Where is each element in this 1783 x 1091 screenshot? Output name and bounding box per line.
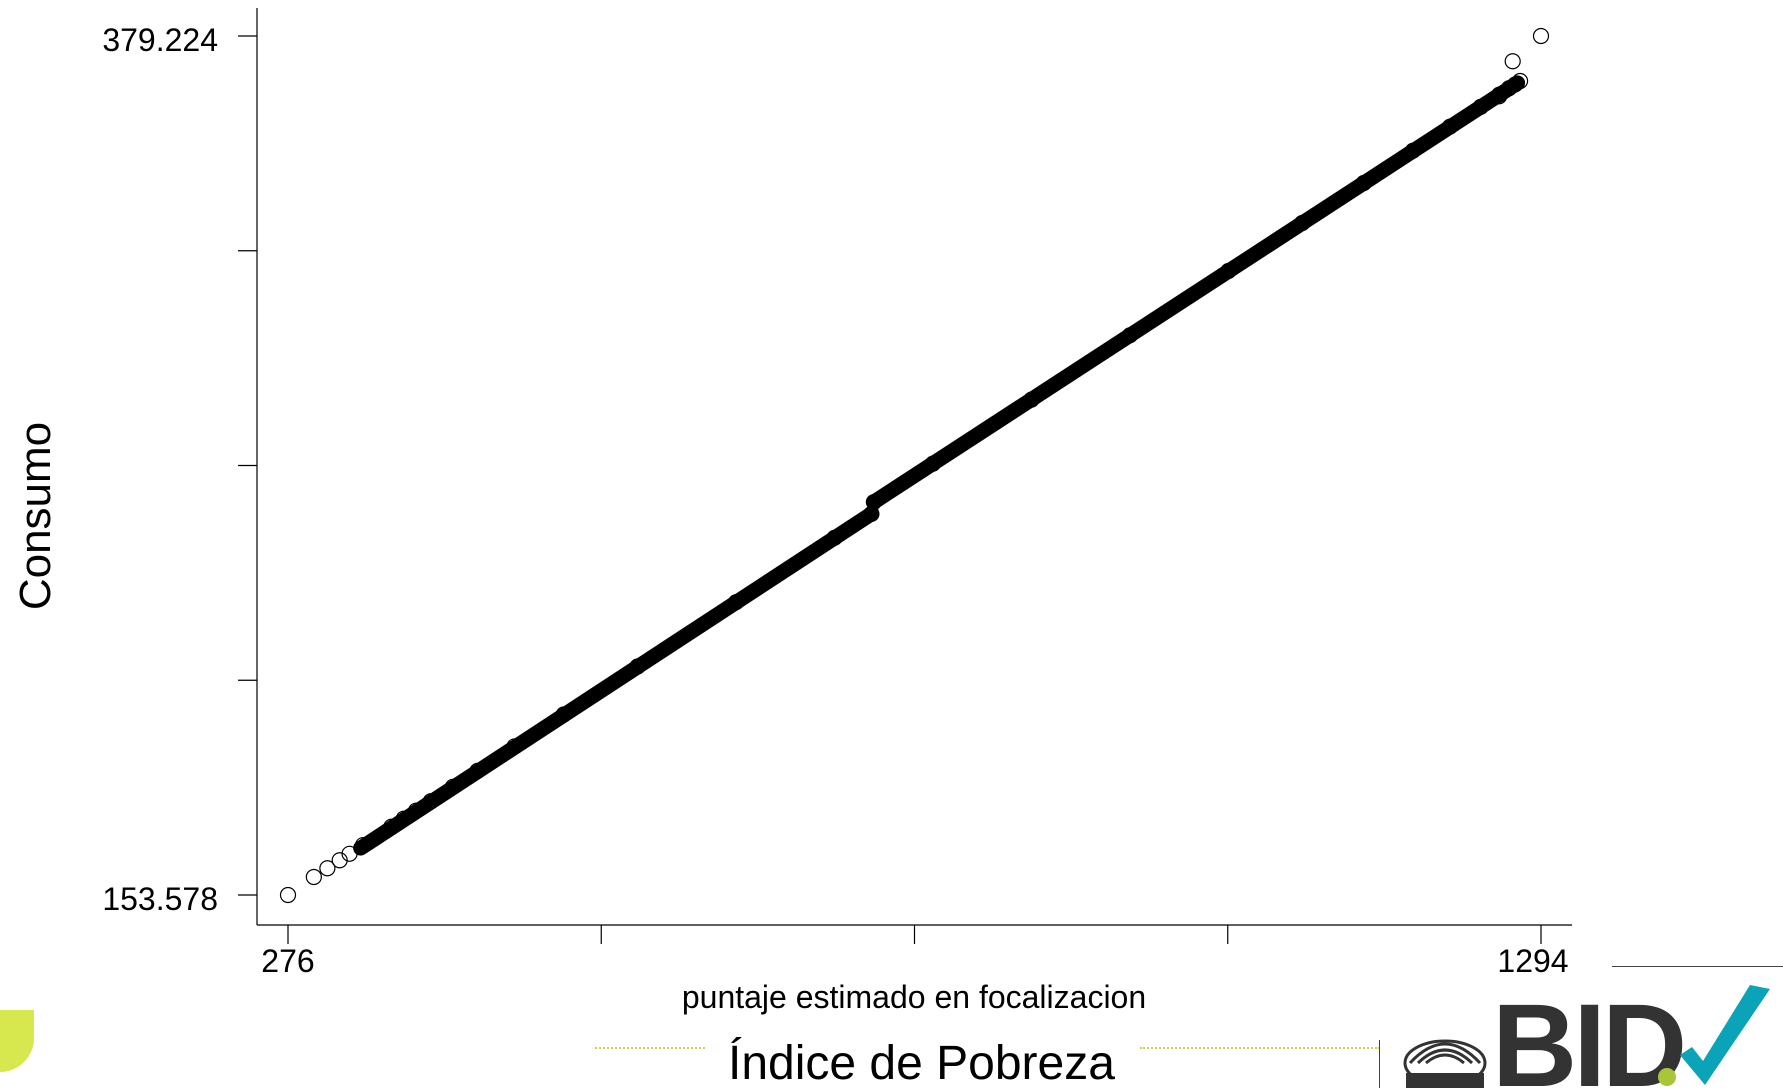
y-tick-label-bottom: 153.578: [102, 881, 218, 917]
scatter-point: [506, 738, 523, 755]
scatter-point: [383, 818, 400, 835]
scatter-point: [407, 802, 425, 819]
data-points: [279, 27, 1550, 904]
logo-wordmark: BID: [1492, 985, 1683, 1088]
scatter-point: [555, 706, 572, 723]
dotted-divider-right: [1140, 1047, 1380, 1049]
dense-band-segment: [866, 75, 1526, 510]
scatter-point: [341, 845, 358, 862]
logo-emblem-icon: [1403, 1039, 1487, 1088]
scatter-point: [826, 529, 843, 546]
dense-band-segment: [353, 506, 879, 856]
x-tick-label-left: 276: [261, 943, 314, 979]
scatter-point: [1023, 391, 1040, 408]
logo-divider: [1379, 1040, 1380, 1088]
scatter-point: [727, 594, 745, 611]
scatter-point: [331, 852, 348, 869]
scatter-point: [1441, 118, 1459, 135]
scatter-point: [865, 493, 882, 511]
scatter-point: [354, 836, 372, 854]
scatter-point: [395, 810, 412, 827]
scatter-point: [1472, 98, 1489, 115]
scatter-point: [305, 868, 322, 886]
logo-top-rule: [1612, 966, 1783, 967]
scatter-point: [1404, 142, 1422, 159]
scatter-point: [1511, 72, 1529, 90]
scatter-point: [1491, 88, 1508, 105]
scatter-point: [863, 505, 880, 522]
checkmark-icon: [1680, 985, 1770, 1085]
dense-point-band: [353, 75, 1526, 856]
scatter-point: [1504, 53, 1521, 70]
scatter-point: [1121, 327, 1138, 344]
bid-logo: BID: [1403, 985, 1770, 1088]
scatter-point: [469, 762, 486, 779]
scatter-point: [444, 778, 462, 795]
scatter-point: [319, 860, 336, 877]
scatter-point: [1355, 174, 1372, 192]
scatter-point: [422, 793, 439, 810]
dotted-divider-left: [595, 1047, 705, 1049]
scatter-point: [924, 455, 942, 472]
x-tick-label-right: 1294: [1497, 943, 1568, 979]
scatter-point: [1532, 27, 1550, 45]
logo-dot-icon: [1658, 1068, 1676, 1086]
x-axis-title: puntaje estimado en focalizacion: [682, 979, 1146, 1015]
axis-ticks: [238, 35, 1542, 944]
scatter-point: [1507, 76, 1524, 93]
scatter-point: [629, 658, 646, 675]
scatter-point: [1220, 262, 1237, 280]
scatter-point: [1294, 214, 1311, 232]
scatter-point: [279, 886, 297, 904]
y-tick-label-top: 379.224: [102, 22, 218, 58]
y-axis-title: Consumo: [11, 422, 60, 610]
slide-title: Índice de Pobreza: [728, 1037, 1115, 1090]
